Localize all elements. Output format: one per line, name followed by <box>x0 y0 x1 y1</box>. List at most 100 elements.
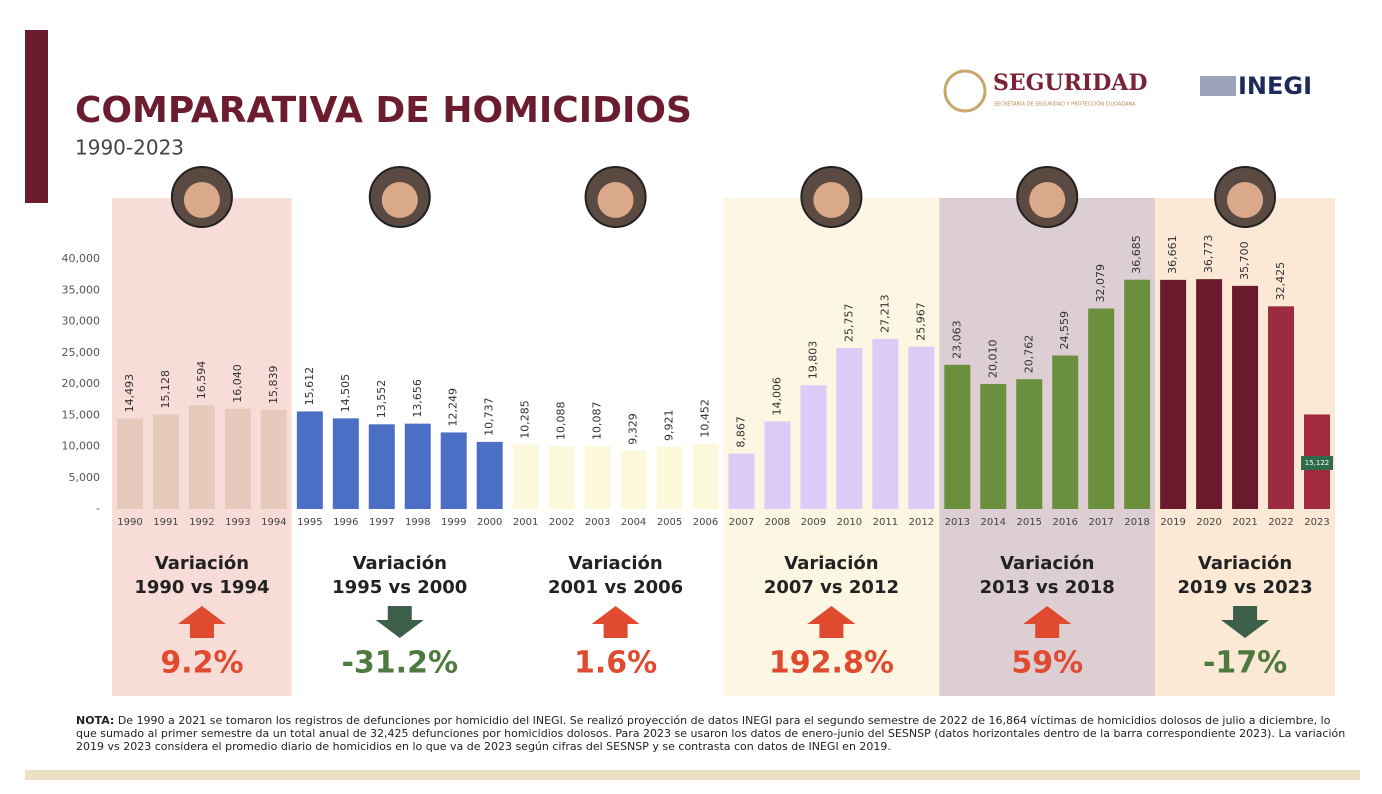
variation-arrow <box>1023 606 1072 638</box>
x-tick-label: 1994 <box>261 517 286 528</box>
variation-range: 2007 vs 2012 <box>764 577 899 598</box>
x-tick-label: 2003 <box>585 517 610 528</box>
bar <box>1016 379 1043 509</box>
bar <box>1268 306 1295 509</box>
bar <box>836 348 863 509</box>
bar <box>440 432 467 509</box>
value-label: 10,452 <box>699 399 712 438</box>
value-label: 10,088 <box>555 401 568 440</box>
logo-inegi: INEGI <box>1238 72 1312 100</box>
bar <box>548 445 575 509</box>
x-tick-label: 2008 <box>765 517 790 528</box>
value-label: 24,559 <box>1058 311 1071 350</box>
x-tick-label: 2012 <box>909 517 934 528</box>
x-tick-label: 2001 <box>513 517 538 528</box>
value-label: 15,612 <box>303 367 316 406</box>
y-tick-label: 20,000 <box>62 377 101 390</box>
bar <box>1232 285 1259 509</box>
bar <box>296 411 323 509</box>
x-tick-label: 1992 <box>189 517 214 528</box>
variation-arrow <box>375 606 424 638</box>
x-tick-label: 1993 <box>225 517 250 528</box>
bar <box>728 453 755 509</box>
value-label: 16,040 <box>231 364 244 403</box>
y-tick-label: 15,000 <box>62 408 101 421</box>
portrait-face <box>1029 182 1066 218</box>
x-tick-label: 1990 <box>117 517 142 528</box>
x-tick-label: 2005 <box>657 517 682 528</box>
x-tick-label: 2023 <box>1304 517 1329 528</box>
value-label: 15,128 <box>159 370 172 409</box>
bar <box>872 338 899 509</box>
value-label: 10,737 <box>483 397 496 436</box>
variation-change: 59% <box>1011 646 1083 681</box>
bar <box>1124 279 1151 509</box>
value-label: 36,773 <box>1202 235 1215 274</box>
x-tick-label: 1995 <box>297 517 322 528</box>
x-tick-label: 1998 <box>405 517 430 528</box>
bar <box>404 423 431 509</box>
variation-range: 2013 vs 2018 <box>980 577 1115 598</box>
x-tick-label: 2007 <box>729 517 754 528</box>
portrait-face <box>813 182 850 218</box>
x-tick-label: 2022 <box>1268 517 1293 528</box>
value-label: 23,063 <box>950 320 963 359</box>
bar <box>1160 279 1187 509</box>
footer-strip <box>25 770 1360 780</box>
bar <box>656 446 683 509</box>
value-label: 9,329 <box>627 413 640 445</box>
bar <box>188 405 215 509</box>
value-label: 20,010 <box>986 339 999 378</box>
bar <box>584 445 611 509</box>
x-tick-label: 2009 <box>801 517 826 528</box>
value-label: 25,967 <box>914 302 927 341</box>
value-label: 13,656 <box>411 379 424 418</box>
variation-change: 9.2% <box>160 646 243 681</box>
variation-change: -31.2% <box>341 646 458 681</box>
x-tick-label: 2000 <box>477 517 502 528</box>
variation-title: Variación <box>1000 553 1094 574</box>
value-label: 10,087 <box>591 401 604 440</box>
x-tick-label: 1997 <box>369 517 394 528</box>
x-tick-label: 1991 <box>153 517 178 528</box>
value-label: 32,079 <box>1094 264 1107 303</box>
variation-range: 2001 vs 2006 <box>548 577 683 598</box>
portrait-face <box>1227 182 1264 218</box>
value-label: 19,803 <box>806 341 819 380</box>
bar <box>152 414 179 509</box>
y-tick-label: 5,000 <box>69 471 101 484</box>
bar <box>800 385 827 509</box>
value-label: 13,552 <box>375 380 388 419</box>
variation-range: 2019 vs 2023 <box>1177 577 1312 598</box>
variation-change: 1.6% <box>574 646 657 681</box>
x-tick-label: 2010 <box>837 517 862 528</box>
y-tick-label: 35,000 <box>62 283 101 296</box>
x-tick-label: 2021 <box>1232 517 1257 528</box>
bar <box>1052 355 1079 509</box>
accent-bar <box>25 30 48 203</box>
x-tick-label: 2006 <box>693 517 718 528</box>
bar <box>1088 308 1115 509</box>
value-label: 10,285 <box>519 400 532 439</box>
value-label: 14,505 <box>339 374 352 413</box>
bar <box>332 418 359 509</box>
x-tick-label: 2014 <box>981 517 1006 528</box>
variation-range: 1990 vs 1994 <box>134 577 269 598</box>
bar <box>116 418 143 509</box>
value-label: 14,006 <box>770 377 783 416</box>
note-text: De 1990 a 2021 se tomaron los registros … <box>76 714 1346 753</box>
x-tick-label: 1999 <box>441 517 466 528</box>
y-tick-label: 30,000 <box>62 315 101 328</box>
portrait-face <box>183 182 220 218</box>
y-tick-label: 10,000 <box>62 440 101 453</box>
x-tick-label: 2017 <box>1088 517 1113 528</box>
x-tick-label: 2016 <box>1052 517 1077 528</box>
variation-arrow <box>591 606 640 638</box>
note-label: NOTA: <box>76 714 115 727</box>
value-label: 36,661 <box>1166 235 1179 274</box>
value-label: 15,839 <box>267 366 280 405</box>
title: COMPARATIVA DE HOMICIDIOS <box>75 90 692 131</box>
value-label: 36,685 <box>1130 235 1143 274</box>
y-tick-label: - <box>96 502 100 515</box>
variation-change: 192.8% <box>769 646 894 681</box>
